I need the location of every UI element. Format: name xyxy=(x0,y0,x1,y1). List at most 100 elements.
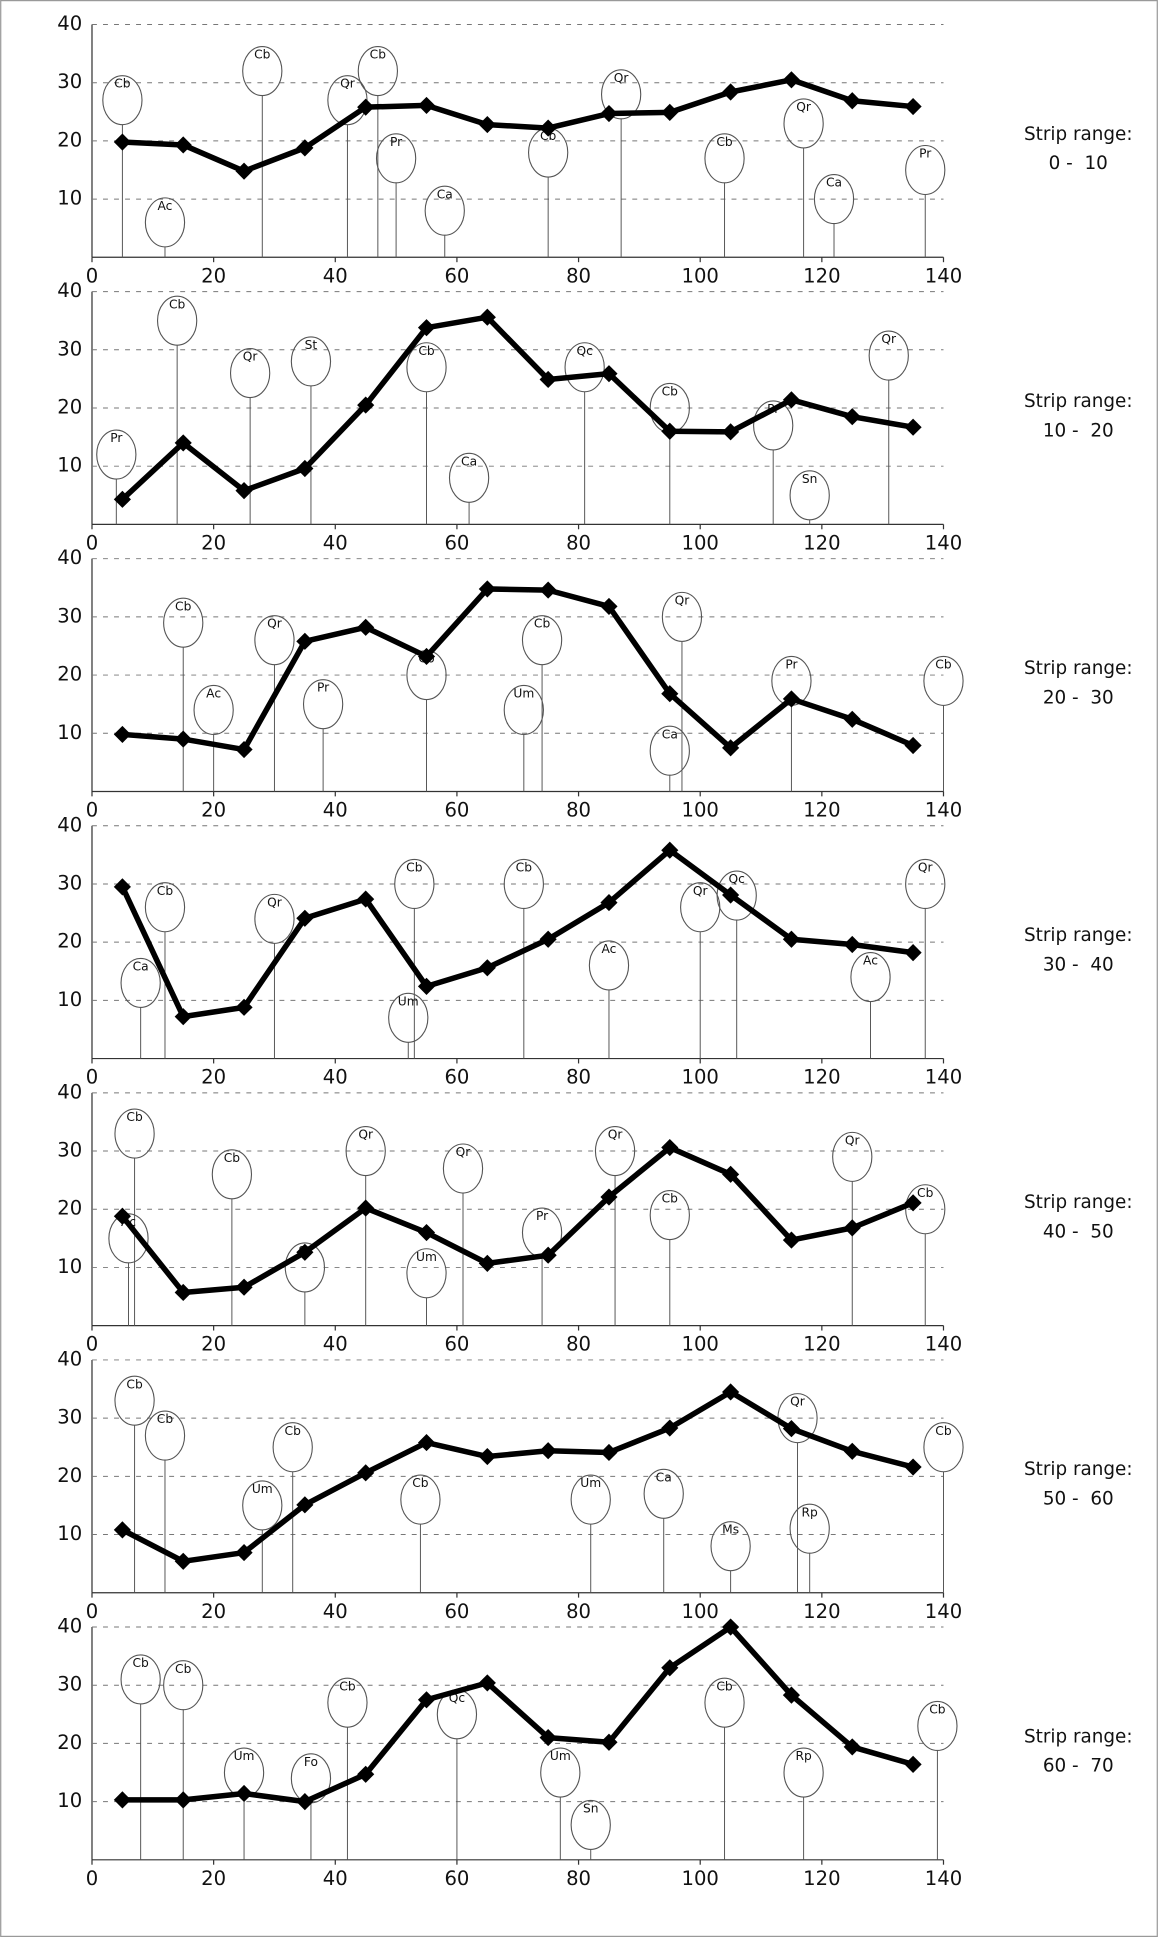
diamond-marker xyxy=(357,1464,375,1482)
crown-label: Qr xyxy=(267,895,283,909)
y-tick-label: 10 xyxy=(57,1255,82,1278)
crown-label: Cb xyxy=(175,599,192,613)
diamond-marker xyxy=(722,423,740,441)
diamond-marker xyxy=(539,581,557,599)
crown-label: Cb xyxy=(254,48,271,62)
crown-label: Ac xyxy=(863,954,878,968)
x-tick-label: 80 xyxy=(566,1867,591,1890)
crown-label: Ms xyxy=(722,1523,739,1537)
tree-crown xyxy=(704,1677,745,1728)
tree-crown xyxy=(163,1660,204,1711)
y-tick-label: 20 xyxy=(57,395,82,418)
x-tick-label: 140 xyxy=(925,1600,962,1623)
crown-label: Pr xyxy=(110,431,123,445)
y-tick-label: 40 xyxy=(57,1080,82,1103)
strip-label: Strip range: xyxy=(1024,925,1133,946)
x-tick-label: 60 xyxy=(444,799,469,822)
tree-crown xyxy=(254,615,295,666)
x-tick-label: 20 xyxy=(201,1333,226,1356)
crown-label: Ca xyxy=(826,176,842,190)
x-tick-label: 0 xyxy=(86,799,98,822)
x-tick-label: 120 xyxy=(803,531,840,554)
diamond-marker xyxy=(600,1733,618,1751)
diamond-marker xyxy=(296,1243,314,1261)
data-line xyxy=(120,1144,915,1296)
diamond-marker xyxy=(174,136,192,154)
x-tick-label: 80 xyxy=(566,799,591,822)
tree-crown xyxy=(753,400,794,451)
x-tick-label: 20 xyxy=(201,264,226,287)
diamond-marker xyxy=(357,1765,375,1783)
diamond-marker xyxy=(843,1738,861,1756)
y-tick-label: 20 xyxy=(57,1464,82,1487)
crown-label: Cb xyxy=(169,297,186,311)
crown-label: Cb xyxy=(412,1476,429,1490)
diamond-marker xyxy=(174,434,192,452)
diamond-marker xyxy=(661,685,679,703)
tree-crown xyxy=(242,46,283,97)
strip-range: 50 - 60 xyxy=(1043,1489,1114,1510)
x-tick-label: 100 xyxy=(682,799,719,822)
diamond-marker xyxy=(539,1442,557,1460)
tree-crown xyxy=(284,1242,326,1293)
crown-label: Ca xyxy=(437,187,453,201)
crown-label: Qr xyxy=(358,1128,374,1142)
diamond-marker xyxy=(600,365,618,383)
crown-label: Cb xyxy=(929,1703,946,1717)
crown-label: Um xyxy=(550,1749,571,1763)
strip-range: 10 - 20 xyxy=(1043,420,1114,441)
tree-crown xyxy=(144,197,186,248)
diamond-marker xyxy=(722,886,740,904)
crown-label: Um xyxy=(513,687,534,701)
diamond-marker xyxy=(174,1008,192,1026)
tree-crown xyxy=(521,615,563,666)
diamond-marker xyxy=(722,1618,740,1636)
y-tick-label: 10 xyxy=(57,988,82,1011)
x-tick-label: 60 xyxy=(444,1066,469,1089)
crown-label: Ac xyxy=(158,199,173,213)
tree-crown xyxy=(503,858,544,910)
crown-label: Cb xyxy=(285,1424,302,1438)
crown-label: Qr xyxy=(790,1395,806,1409)
crown-label: Qr xyxy=(693,884,709,898)
diamond-marker xyxy=(782,690,801,708)
diamond-marker xyxy=(782,1420,801,1438)
crown-label: Ca xyxy=(656,1470,672,1484)
crown-label: Cb xyxy=(662,385,679,399)
strip-label: Strip range: xyxy=(1024,391,1133,412)
crown-label: Cb xyxy=(662,1192,679,1206)
x-tick-label: 80 xyxy=(566,264,591,287)
crown-label: Qr xyxy=(675,593,691,607)
diamond-marker xyxy=(113,490,131,508)
x-tick-label: 80 xyxy=(566,1600,591,1623)
x-tick-label: 0 xyxy=(86,264,98,287)
diamond-marker xyxy=(174,1283,192,1302)
diamond-marker xyxy=(661,1138,679,1157)
crown-label: Qr xyxy=(456,1145,472,1159)
x-tick-label: 20 xyxy=(201,1867,226,1890)
crown-label: Cb xyxy=(157,884,174,898)
x-tick-label: 100 xyxy=(682,1333,719,1356)
tree-crown xyxy=(789,470,830,521)
crown-label: Cb xyxy=(406,861,423,875)
x-tick-label: 100 xyxy=(682,531,719,554)
y-tick-label: 40 xyxy=(57,1347,82,1370)
diamond-marker xyxy=(539,370,557,389)
tree-crown xyxy=(290,336,332,387)
diamond-marker xyxy=(722,1383,740,1401)
crown-label: Cb xyxy=(716,1679,733,1693)
tree-crown xyxy=(783,98,824,149)
x-tick-label: 100 xyxy=(682,264,719,287)
x-tick-label: 120 xyxy=(803,799,840,822)
diamond-marker xyxy=(600,894,618,912)
strip-range: 60 - 70 xyxy=(1043,1756,1114,1777)
strip-range: 30 - 40 xyxy=(1043,954,1114,975)
crown-label: Qr xyxy=(243,350,259,364)
diamond-marker xyxy=(417,319,436,337)
diamond-marker xyxy=(539,1729,557,1747)
diamond-marker xyxy=(904,1755,922,1773)
diamond-marker xyxy=(174,730,192,748)
x-tick-label: 100 xyxy=(682,1867,719,1890)
crown-label: Qr xyxy=(881,332,897,346)
tree-crown xyxy=(327,1677,368,1728)
